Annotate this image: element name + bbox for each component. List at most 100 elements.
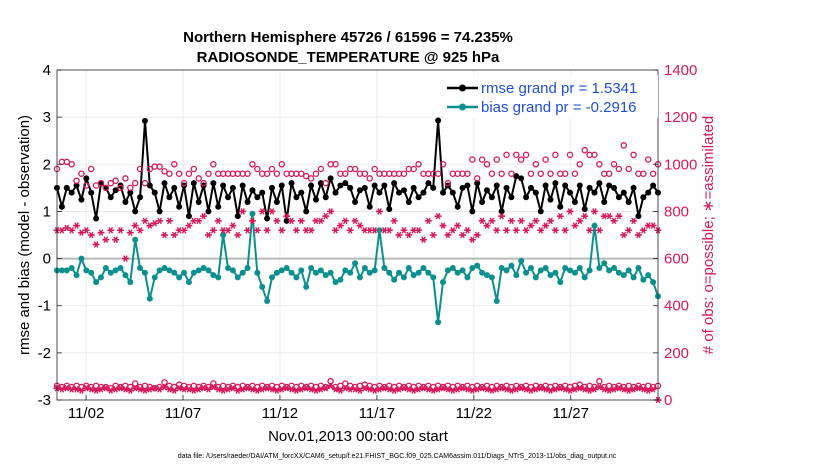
rmse-point <box>58 203 65 210</box>
obs-assimilated-marker <box>200 212 207 220</box>
obs-assimilated-marker <box>610 217 618 225</box>
rmse-point <box>239 182 246 189</box>
rmse-point <box>254 194 261 201</box>
bias-point <box>146 295 153 302</box>
obs-assimilated-marker <box>82 226 90 234</box>
obs-possible-point <box>547 170 554 177</box>
obs-assimilated-marker <box>517 217 525 225</box>
rmse-point <box>337 182 344 189</box>
obs-possible-point <box>136 165 144 173</box>
obs-assimilated-marker <box>556 212 564 220</box>
rmse-point <box>650 182 657 189</box>
left-tick-label: -1 <box>38 298 51 315</box>
bias-point <box>606 267 613 274</box>
rmse-point <box>366 203 373 210</box>
rmse-point <box>137 194 144 201</box>
obs-possible-point <box>400 170 408 177</box>
left-tick-label: 3 <box>43 109 51 126</box>
obs-assimilated-marker <box>424 386 432 393</box>
obs-assimilated-marker <box>141 217 149 225</box>
obs-assimilated-marker <box>586 387 593 394</box>
bias-point <box>523 269 530 276</box>
rmse-point <box>259 189 266 196</box>
bias-point <box>420 265 427 271</box>
rmse-point <box>190 180 197 187</box>
obs-assimilated-marker <box>459 384 466 392</box>
obs-possible-point <box>68 161 75 168</box>
bias-point <box>386 269 393 276</box>
rmse-point <box>93 215 100 222</box>
rmse-point <box>322 194 329 201</box>
obs-assimilated-marker <box>244 226 251 234</box>
obs-assimilated-marker <box>263 226 271 234</box>
obs-assimilated-marker <box>537 384 545 392</box>
obs-assimilated-marker <box>415 386 422 393</box>
obs-possible-point <box>337 382 344 390</box>
obs-possible-point <box>410 165 417 173</box>
obs-possible-point <box>620 142 628 149</box>
obs-assimilated-marker <box>449 226 457 234</box>
bias-point <box>63 267 70 274</box>
bias-point <box>483 272 490 279</box>
obs-possible-point <box>571 170 579 177</box>
legend-bias-marker <box>459 103 466 111</box>
obs-assimilated-marker <box>591 386 598 393</box>
obs-assimilated-marker <box>361 384 369 392</box>
bias-point <box>474 262 481 269</box>
obs-assimilated-marker <box>141 387 149 394</box>
obs-assimilated-marker <box>424 217 432 225</box>
obs-assimilated-marker <box>165 386 173 393</box>
rmse-point <box>527 184 534 191</box>
bias-point <box>518 257 525 264</box>
obs-possible-point <box>327 377 334 385</box>
obs-possible-point <box>488 170 496 177</box>
obs-assimilated-marker <box>366 386 374 393</box>
obs-assimilated-marker <box>151 384 159 392</box>
obs-assimilated-marker <box>102 384 110 392</box>
legend-rmse-marker <box>459 84 466 92</box>
series-obs-assimilated <box>53 208 662 262</box>
obs-assimilated-marker <box>317 217 325 225</box>
rmse-point <box>518 175 525 182</box>
obs-assimilated-marker <box>547 217 554 225</box>
bias-point <box>293 274 300 281</box>
bias-point <box>83 267 90 274</box>
obs-assimilated-marker <box>209 383 217 391</box>
bias-point <box>200 265 207 271</box>
rmse-point <box>112 187 119 194</box>
rmse-point <box>352 199 359 205</box>
obs-assimilated-marker <box>161 383 168 391</box>
bias-point <box>215 274 222 281</box>
rmse-point <box>567 189 574 196</box>
bias-point <box>532 274 539 281</box>
obs-assimilated-marker <box>122 386 129 393</box>
obs-assimilated-marker <box>503 226 510 234</box>
obs-assimilated-marker <box>400 226 408 234</box>
obs-possible-point <box>513 151 520 159</box>
rmse-point <box>596 180 603 187</box>
bias-point <box>93 279 100 286</box>
bias-point <box>132 236 139 243</box>
x-tick-label: 11/17 <box>359 405 395 422</box>
rmse-point <box>420 189 427 196</box>
rmse-point <box>645 189 652 196</box>
bias-point <box>185 279 192 286</box>
obs-assimilated-marker <box>263 384 271 392</box>
obs-assimilated-marker <box>73 386 80 393</box>
obs-assimilated-marker <box>219 387 227 394</box>
obs-possible-point <box>552 151 559 159</box>
right-tick-label: 1000 <box>664 156 697 173</box>
obs-possible-point <box>92 182 100 189</box>
bias-point <box>567 267 574 274</box>
obs-assimilated-marker <box>156 217 164 225</box>
obs-assimilated-marker <box>185 222 193 229</box>
bias-point <box>283 265 290 271</box>
obs-possible-point <box>185 170 193 177</box>
obs-assimilated-marker <box>180 226 188 234</box>
bias-point <box>562 265 569 271</box>
obs-possible-point <box>576 161 584 168</box>
obs-assimilated-marker <box>122 255 129 262</box>
bias-point <box>347 269 354 276</box>
rmse-point <box>391 180 398 187</box>
